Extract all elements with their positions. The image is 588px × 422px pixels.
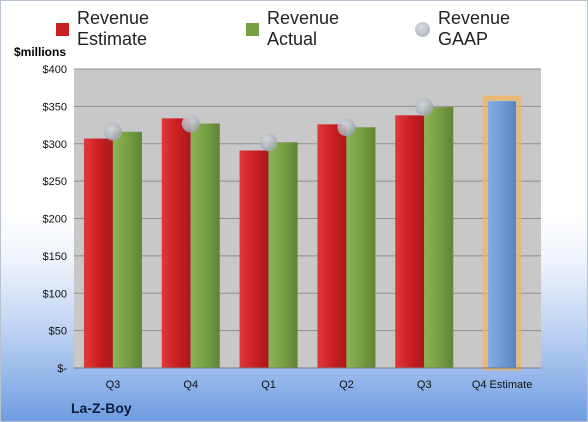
legend: Revenue Estimate Revenue Actual Revenue … — [56, 8, 587, 49]
point-revenue-gaap — [337, 118, 356, 137]
x-tick-label: Q2 — [339, 379, 354, 391]
point-revenue-gaap — [415, 98, 434, 117]
legend-swatch-gaap — [415, 21, 430, 37]
legend-item-gaap: Revenue GAAP — [415, 8, 565, 50]
bar-revenue-actual — [424, 107, 454, 368]
company-name: La-Z-Boy — [71, 400, 132, 416]
x-tick-label: Q3 — [417, 379, 432, 391]
bar-revenue-estimate — [161, 118, 191, 369]
legend-swatch-estimate — [56, 22, 69, 36]
bar-revenue-estimate — [83, 138, 113, 368]
point-revenue-gaap — [181, 114, 200, 133]
y-tick-label: $150 — [43, 251, 67, 263]
legend-item-actual: Revenue Actual — [245, 8, 393, 50]
bar-revenue-estimate — [239, 150, 269, 368]
y-axis-unit: $millions — [14, 45, 67, 59]
x-tick-label: Q4 Estimate — [472, 379, 533, 391]
y-tick-label: $300 — [43, 139, 67, 151]
x-tick-label: Q4 — [183, 379, 198, 391]
bar-revenue-actual — [268, 142, 298, 368]
legend-swatch-actual — [245, 22, 259, 36]
point-revenue-gaap — [259, 133, 278, 152]
y-tick-label: $400 — [43, 64, 67, 76]
bar-revenue-estimate — [395, 115, 425, 368]
bar-revenue-estimate — [317, 124, 347, 368]
bar-revenue-actual — [346, 127, 376, 369]
y-tick-label: $250 — [43, 176, 67, 188]
y-tick-label: $350 — [43, 101, 67, 113]
bar-forecast — [488, 101, 517, 368]
x-tick-label: Q3 — [106, 379, 121, 391]
x-tick-label: Q1 — [261, 379, 276, 391]
bar-revenue-actual — [112, 131, 142, 368]
y-tick-label: $200 — [43, 214, 67, 226]
y-tick-label: $- — [57, 363, 67, 375]
y-tick-label: $50 — [49, 326, 67, 338]
legend-label-actual: Revenue Actual — [266, 8, 340, 49]
bar-revenue-actual — [190, 123, 220, 368]
legend-item-estimate: Revenue Estimate — [56, 8, 224, 50]
legend-label-estimate: Revenue Estimate — [77, 8, 150, 49]
y-tick-label: $100 — [43, 288, 67, 300]
point-revenue-gaap — [103, 122, 122, 141]
legend-label-gaap: Revenue GAAP — [437, 8, 511, 49]
